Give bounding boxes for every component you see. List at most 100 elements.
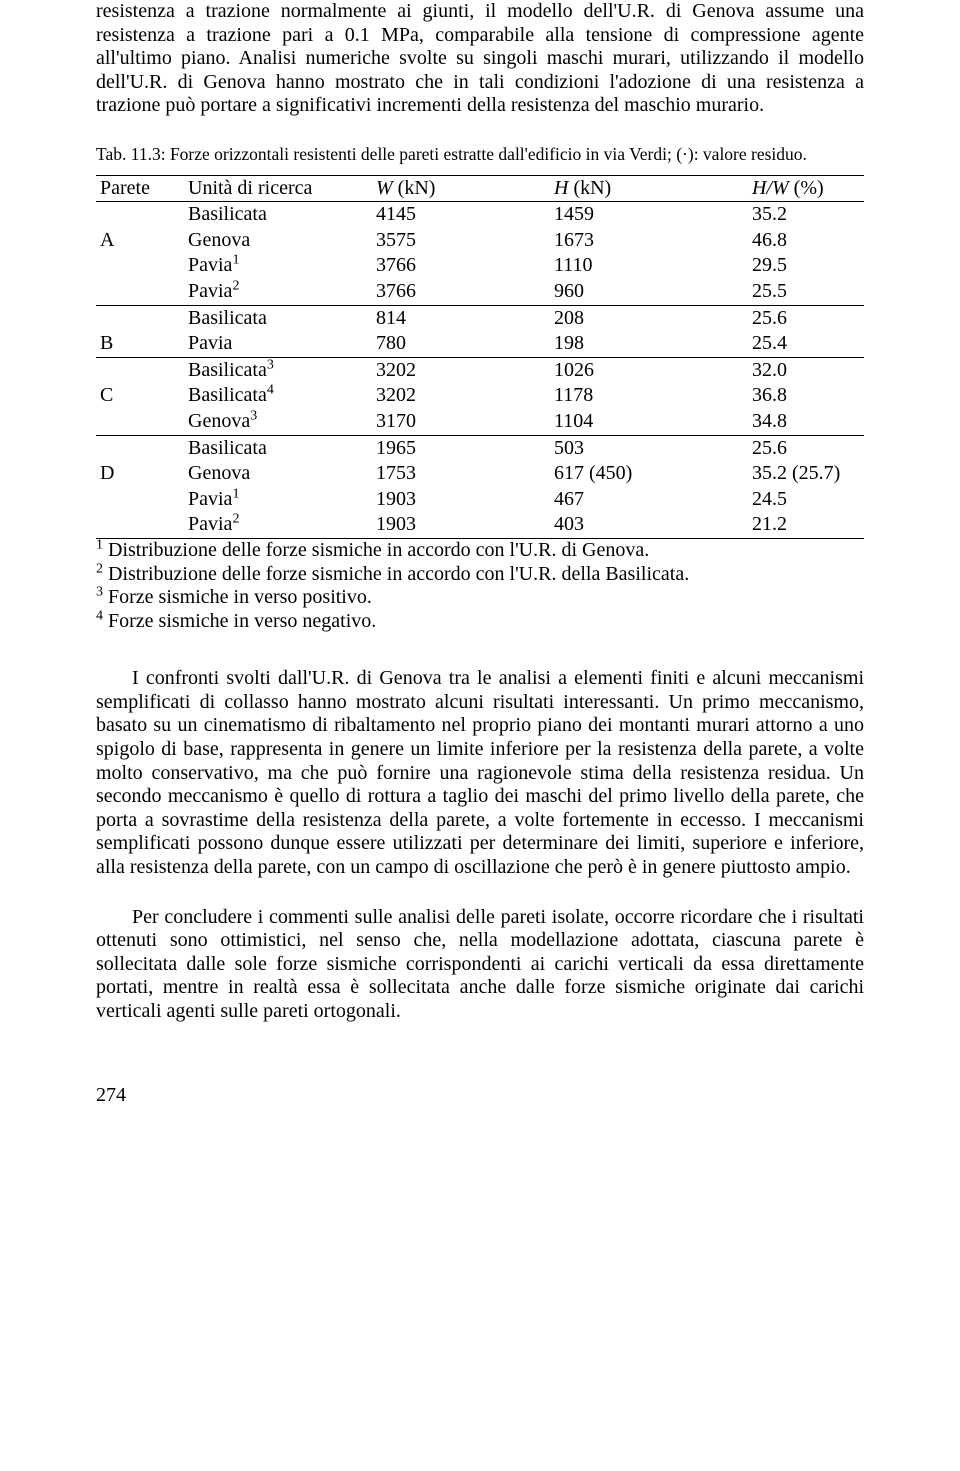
cell-parete <box>96 409 184 435</box>
table-row: BPavia78019825.4 <box>96 331 864 357</box>
table-row: Basilicata196550325.6 <box>96 435 864 461</box>
cell-parete <box>96 305 184 331</box>
cell-unit: Basilicata <box>184 435 372 461</box>
cell-h: 960 <box>550 279 748 305</box>
cell-parete <box>96 279 184 305</box>
cell-hw: 25.6 <box>748 305 864 331</box>
cell-parete <box>96 357 184 383</box>
cell-unit: Genova <box>184 461 372 487</box>
col-h-unit: (kN) <box>568 177 611 199</box>
footnote: 1 Distribuzione delle forze sismiche in … <box>96 539 864 563</box>
col-hw-header: H/W (%) <box>748 175 864 202</box>
cell-hw: 24.5 <box>748 487 864 513</box>
cell-w: 4145 <box>372 202 550 228</box>
footnote: 3 Forze sismiche in verso positivo. <box>96 586 864 610</box>
table-row: AGenova3575167346.8 <box>96 228 864 254</box>
page-number: 274 <box>96 1084 864 1108</box>
cell-parete: C <box>96 383 184 409</box>
cell-h: 1104 <box>550 409 748 435</box>
col-h-symbol: H <box>554 177 568 199</box>
cell-parete: A <box>96 228 184 254</box>
cell-w: 814 <box>372 305 550 331</box>
cell-hw: 25.6 <box>748 435 864 461</box>
cell-hw: 35.2 (25.7) <box>748 461 864 487</box>
cell-h: 1026 <box>550 357 748 383</box>
cell-h: 198 <box>550 331 748 357</box>
cell-unit: Genova3 <box>184 409 372 435</box>
paragraph-2: I confronti svolti dall'U.R. di Genova t… <box>96 667 864 879</box>
cell-h: 1110 <box>550 253 748 279</box>
table-footnotes: 1 Distribuzione delle forze sismiche in … <box>96 539 864 633</box>
cell-hw: 34.8 <box>748 409 864 435</box>
cell-parete <box>96 435 184 461</box>
intro-paragraph: resistenza a trazione normalmente ai giu… <box>96 0 864 118</box>
cell-w: 3202 <box>372 357 550 383</box>
col-unit-header: Unità di ricerca <box>184 175 372 202</box>
table-row: Basilicata81420825.6 <box>96 305 864 331</box>
cell-unit: Pavia1 <box>184 253 372 279</box>
cell-unit: Genova <box>184 228 372 254</box>
cell-unit: Basilicata <box>184 202 372 228</box>
paragraph-3: Per concludere i commenti sulle analisi … <box>96 906 864 1024</box>
cell-h: 403 <box>550 512 748 538</box>
cell-w: 3766 <box>372 279 550 305</box>
cell-h: 467 <box>550 487 748 513</box>
cell-parete: D <box>96 461 184 487</box>
cell-parete <box>96 253 184 279</box>
cell-unit: Pavia2 <box>184 512 372 538</box>
cell-w: 1753 <box>372 461 550 487</box>
cell-w: 780 <box>372 331 550 357</box>
table-row: Basilicata4145145935.2 <box>96 202 864 228</box>
col-w-symbol: W <box>376 177 393 199</box>
table-row: Pavia2190340321.2 <box>96 512 864 538</box>
cell-parete <box>96 512 184 538</box>
cell-parete: B <box>96 331 184 357</box>
cell-unit: Basilicata4 <box>184 383 372 409</box>
cell-hw: 32.0 <box>748 357 864 383</box>
col-w-header: W (kN) <box>372 175 550 202</box>
table-row: CBasilicata43202117836.8 <box>96 383 864 409</box>
cell-h: 1459 <box>550 202 748 228</box>
col-hw-symbol: H/W <box>752 177 789 199</box>
cell-hw: 35.2 <box>748 202 864 228</box>
cell-w: 1903 <box>372 487 550 513</box>
cell-hw: 21.2 <box>748 512 864 538</box>
cell-unit: Basilicata3 <box>184 357 372 383</box>
table-caption: Tab. 11.3: Forze orizzontali resistenti … <box>96 144 864 165</box>
cell-unit: Pavia1 <box>184 487 372 513</box>
cell-parete <box>96 487 184 513</box>
table-header-row: Parete Unità di ricerca W (kN) H (kN) H/… <box>96 175 864 202</box>
table-row: Pavia1190346724.5 <box>96 487 864 513</box>
cell-h: 1673 <box>550 228 748 254</box>
cell-w: 1965 <box>372 435 550 461</box>
cell-h: 1178 <box>550 383 748 409</box>
footnote: 4 Forze sismiche in verso negativo. <box>96 610 864 634</box>
cell-hw: 29.5 <box>748 253 864 279</box>
table-row: Genova33170110434.8 <box>96 409 864 435</box>
cell-w: 3170 <box>372 409 550 435</box>
col-h-header: H (kN) <box>550 175 748 202</box>
cell-hw: 25.4 <box>748 331 864 357</box>
footnote: 2 Distribuzione delle forze sismiche in … <box>96 563 864 587</box>
cell-w: 1903 <box>372 512 550 538</box>
col-parete-header: Parete <box>96 175 184 202</box>
cell-w: 3575 <box>372 228 550 254</box>
table-row: Pavia13766111029.5 <box>96 253 864 279</box>
cell-w: 3766 <box>372 253 550 279</box>
cell-unit: Pavia2 <box>184 279 372 305</box>
cell-parete <box>96 202 184 228</box>
cell-hw: 25.5 <box>748 279 864 305</box>
col-hw-unit: (%) <box>789 177 824 199</box>
cell-h: 617 (450) <box>550 461 748 487</box>
cell-hw: 36.8 <box>748 383 864 409</box>
table-row: DGenova1753617 (450)35.2 (25.7) <box>96 461 864 487</box>
table-body: Basilicata4145145935.2AGenova3575167346.… <box>96 202 864 539</box>
col-w-unit: (kN) <box>393 177 436 199</box>
cell-unit: Pavia <box>184 331 372 357</box>
page: resistenza a trazione normalmente ai giu… <box>0 0 960 1471</box>
cell-h: 503 <box>550 435 748 461</box>
data-table: Parete Unità di ricerca W (kN) H (kN) H/… <box>96 175 864 539</box>
table-row: Basilicata33202102632.0 <box>96 357 864 383</box>
cell-hw: 46.8 <box>748 228 864 254</box>
table-row: Pavia2376696025.5 <box>96 279 864 305</box>
